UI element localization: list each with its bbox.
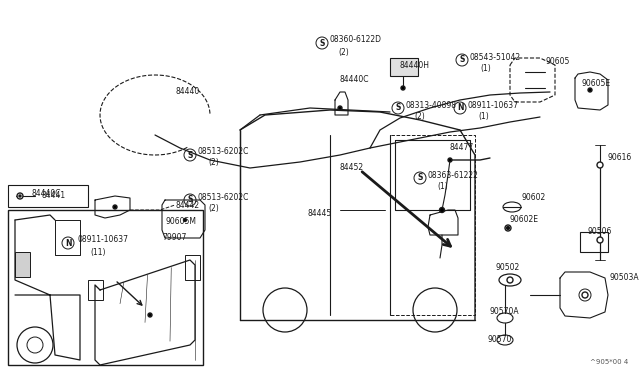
Circle shape — [582, 292, 588, 298]
Text: 84440C: 84440C — [32, 189, 61, 198]
Text: 84452: 84452 — [340, 164, 364, 173]
Text: S: S — [417, 173, 422, 183]
Text: 84442: 84442 — [175, 201, 199, 209]
Circle shape — [184, 218, 186, 221]
Bar — [15, 252, 30, 277]
Text: 90605M: 90605M — [165, 218, 196, 227]
Text: S: S — [188, 151, 193, 160]
Text: (1): (1) — [437, 183, 448, 192]
Text: 08911-10637: 08911-10637 — [468, 100, 519, 109]
Text: S: S — [460, 55, 465, 64]
Text: (2): (2) — [414, 112, 425, 122]
Bar — [8, 210, 203, 365]
Text: 84440H: 84440H — [400, 61, 430, 70]
Bar — [185, 255, 200, 280]
Circle shape — [597, 237, 603, 243]
Text: 90502: 90502 — [495, 263, 519, 273]
Text: 90602E: 90602E — [510, 215, 539, 224]
Text: 08513-6202C: 08513-6202C — [198, 148, 250, 157]
Text: N: N — [457, 103, 463, 112]
Text: 90605E: 90605E — [582, 80, 611, 89]
Circle shape — [17, 193, 23, 199]
Text: 90503A: 90503A — [610, 273, 639, 282]
Text: 84441: 84441 — [42, 190, 66, 199]
Circle shape — [507, 277, 513, 283]
Text: 08360-6122D: 08360-6122D — [330, 35, 382, 45]
Text: (1): (1) — [480, 64, 491, 73]
Text: 90570: 90570 — [488, 336, 513, 344]
Text: 90616: 90616 — [608, 154, 632, 163]
Text: N: N — [65, 238, 71, 247]
Bar — [88, 280, 103, 300]
Text: 84440C: 84440C — [340, 76, 369, 84]
Circle shape — [597, 162, 603, 168]
Text: S: S — [396, 103, 401, 112]
Text: 84445: 84445 — [308, 208, 332, 218]
Text: (2): (2) — [338, 48, 349, 57]
Text: 79907: 79907 — [162, 232, 186, 241]
Text: 90570A: 90570A — [490, 308, 520, 317]
Text: 08513-6202C: 08513-6202C — [198, 192, 250, 202]
Text: 84440: 84440 — [175, 87, 199, 96]
Circle shape — [19, 195, 21, 197]
Text: S: S — [188, 196, 193, 205]
Circle shape — [440, 208, 445, 212]
Circle shape — [113, 205, 117, 209]
Text: 08363-61222: 08363-61222 — [428, 170, 479, 180]
Circle shape — [506, 227, 509, 230]
Circle shape — [401, 86, 405, 90]
Text: ^905*00 4: ^905*00 4 — [589, 359, 628, 365]
Circle shape — [588, 88, 592, 92]
Text: (2): (2) — [208, 203, 219, 212]
Circle shape — [148, 313, 152, 317]
Circle shape — [505, 225, 511, 231]
Text: 08911-10637: 08911-10637 — [78, 235, 129, 244]
Bar — [390, 58, 418, 76]
Text: S: S — [319, 38, 324, 48]
Text: 90605: 90605 — [545, 58, 570, 67]
Text: (11): (11) — [90, 247, 106, 257]
Circle shape — [448, 158, 452, 162]
Text: 08313-40898: 08313-40898 — [406, 100, 457, 109]
Bar — [580, 232, 608, 252]
Text: 84477: 84477 — [450, 144, 474, 153]
Bar — [8, 185, 88, 207]
Text: 90506: 90506 — [588, 228, 612, 237]
Text: 08543-51042: 08543-51042 — [470, 52, 521, 61]
Text: 90602: 90602 — [522, 192, 547, 202]
Text: (1): (1) — [478, 112, 489, 122]
Circle shape — [338, 106, 342, 110]
Text: (2): (2) — [208, 158, 219, 167]
